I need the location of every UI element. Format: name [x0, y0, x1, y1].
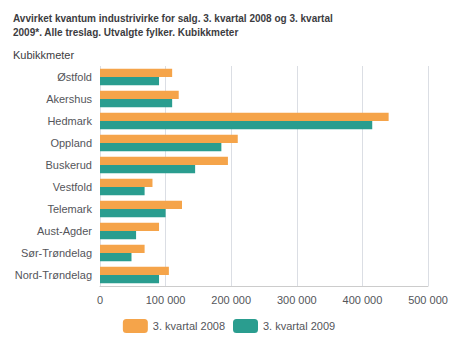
svg-text:Oppland: Oppland	[50, 137, 92, 149]
svg-text:Avvirket kvantum industrivirke: Avvirket kvantum industrivirke for salg.…	[13, 13, 333, 24]
svg-text:Sør-Trøndelag: Sør-Trøndelag	[21, 247, 92, 259]
svg-text:3. kvartal 2008: 3. kvartal 2008	[153, 320, 225, 332]
svg-text:Telemark: Telemark	[47, 203, 92, 215]
svg-text:Aust-Agder: Aust-Agder	[37, 225, 92, 237]
svg-text:500 000: 500 000	[408, 294, 448, 306]
svg-text:Buskerud: Buskerud	[46, 159, 92, 171]
svg-text:400 000: 400 000	[343, 294, 383, 306]
svg-text:Vestfold: Vestfold	[53, 181, 92, 193]
svg-text:Nord-Trøndelag: Nord-Trøndelag	[15, 269, 92, 281]
svg-text:Kubikkmeter: Kubikkmeter	[13, 49, 74, 61]
svg-text:Akershus: Akershus	[46, 93, 92, 105]
svg-text:Hedmark: Hedmark	[47, 115, 92, 127]
svg-text:100 000: 100 000	[146, 294, 186, 306]
svg-text:300 000: 300 000	[277, 294, 317, 306]
svg-text:Østfold: Østfold	[57, 71, 92, 83]
svg-text:200 000: 200 000	[211, 294, 251, 306]
svg-text:3. kvartal 2009: 3. kvartal 2009	[263, 320, 335, 332]
svg-text:2009*. Alle treslag. Utvalgte: 2009*. Alle treslag. Utvalgte fylker. Ku…	[13, 27, 238, 38]
svg-text:0: 0	[97, 294, 103, 306]
